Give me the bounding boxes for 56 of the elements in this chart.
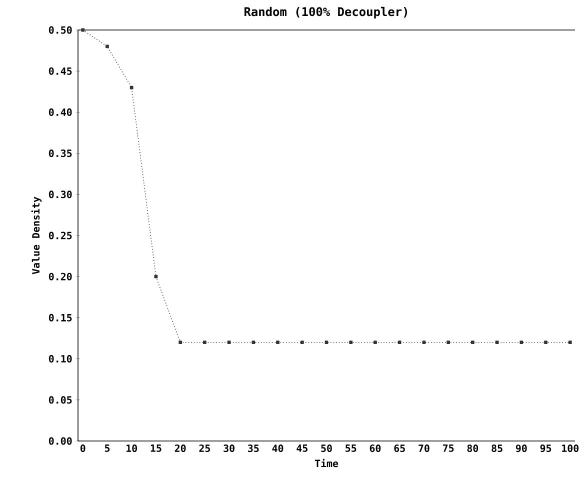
point <box>178 340 182 344</box>
y-tick-label: 0.25 <box>48 232 72 240</box>
point <box>81 28 85 32</box>
point <box>349 340 353 344</box>
point <box>568 340 572 344</box>
point <box>252 340 256 344</box>
point <box>398 340 402 344</box>
x-tick-label: 60 <box>370 444 381 452</box>
y-tick-label: 0.20 <box>48 272 72 280</box>
point <box>544 340 548 344</box>
x-tick-label: 80 <box>467 444 478 452</box>
point <box>446 340 450 344</box>
point <box>106 44 109 48</box>
y-tick-label: 0.45 <box>48 67 72 75</box>
x-tick-label: 100 <box>562 444 579 452</box>
x-tick-label: 10 <box>126 444 138 452</box>
x-tick-label: 30 <box>224 444 234 452</box>
point <box>495 340 499 344</box>
x-tick-label: 35 <box>248 444 259 452</box>
x-tick-label: 40 <box>272 444 284 452</box>
point <box>470 340 474 344</box>
x-tick-label: 95 <box>540 444 552 452</box>
y-tick-label: 0.40 <box>48 108 72 116</box>
x-tick-label: 85 <box>492 444 502 452</box>
x-tick-label: 70 <box>418 444 430 452</box>
point <box>154 274 158 278</box>
x-tick-label: 45 <box>296 444 308 452</box>
point <box>300 340 304 344</box>
y-tick-label: 0.15 <box>48 314 72 322</box>
point <box>374 340 377 344</box>
x-tick-label: 0 <box>80 444 86 452</box>
x-tick-label: 55 <box>346 444 356 452</box>
x-tick-label: 5 <box>104 444 110 452</box>
point <box>324 340 328 344</box>
x-tick-label: 50 <box>321 444 332 452</box>
y-axis-title: Value Density <box>31 196 42 274</box>
chart-title: Random (100% Decoupler) <box>244 6 408 18</box>
point <box>227 340 231 344</box>
point <box>276 340 280 344</box>
x-tick-label: 75 <box>442 444 454 452</box>
point <box>520 340 524 344</box>
point <box>202 340 206 344</box>
point <box>422 340 426 344</box>
y-tick-label: 0.30 <box>48 190 72 198</box>
x-tick-label: 20 <box>174 444 186 452</box>
x-tick-label: 25 <box>199 444 210 452</box>
y-tick-label: 0.00 <box>48 437 72 445</box>
y-tick-label: 0.10 <box>48 355 72 363</box>
point <box>130 86 134 90</box>
x-tick-label: 90 <box>516 444 527 452</box>
x-tick-label: 65 <box>394 444 405 452</box>
x-axis-title: Time <box>314 458 338 468</box>
y-tick-label: 0.35 <box>48 150 72 158</box>
y-tick-label: 0.05 <box>48 396 72 404</box>
y-tick-label: 0.50 <box>48 26 72 34</box>
x-tick-label: 15 <box>150 444 162 452</box>
